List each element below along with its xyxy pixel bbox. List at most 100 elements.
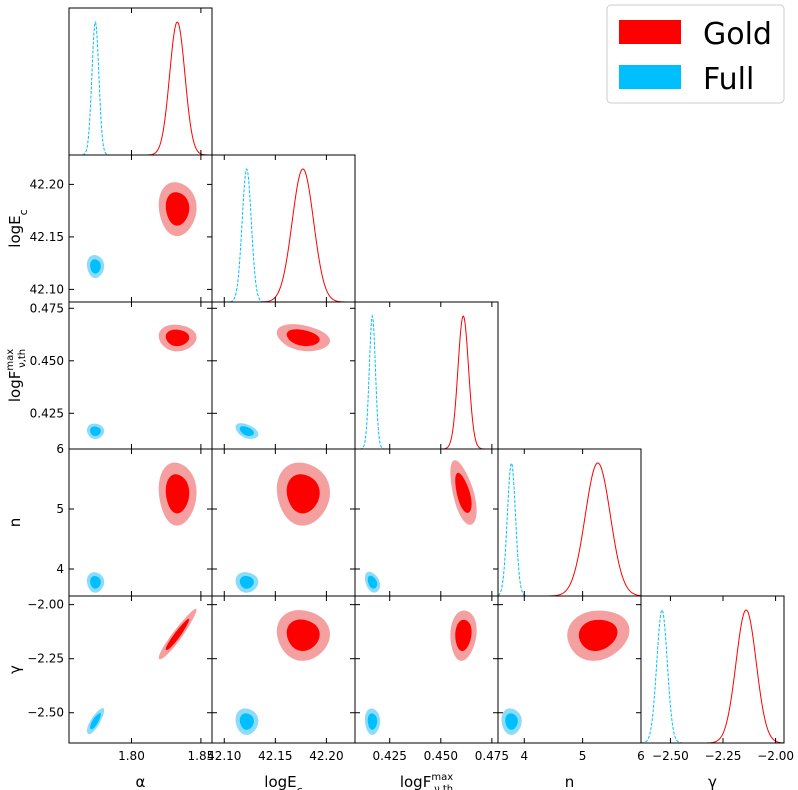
- density-gold-logEc: [212, 168, 355, 303]
- xtick-label-gamma: −2.00: [757, 749, 794, 763]
- contours-panel-n-vs-alpha: [86, 462, 197, 593]
- contours-panel-n-vs-logF: [364, 460, 477, 593]
- panel-gamma-vs-gamma: −2.50 −2.25 −2.00: [640, 595, 794, 763]
- contour-full-inner: [90, 575, 101, 589]
- contours-panel-gamma-vs-n: [501, 610, 630, 735]
- contour-gold-inner: [165, 192, 190, 226]
- y-axis-label-sub: ν,th: [17, 349, 28, 368]
- panel-n-vs-alpha: 4 5 6: [56, 442, 213, 597]
- y-axis-label-main: logE: [6, 215, 24, 247]
- ytick-label-n: 5: [56, 502, 64, 516]
- contour-full-inner: [505, 713, 518, 730]
- contours-panel-n-vs-logEc: [235, 462, 330, 593]
- xtick-label-alpha: 1.80: [118, 749, 145, 763]
- xtick-label-logEc: 42.10: [207, 749, 241, 763]
- ytick-label-logF: 0.475: [30, 301, 64, 315]
- panel-logF-vs-alpha: 0.425 0.450 0.475: [30, 301, 213, 450]
- contour-gold-inner: [165, 618, 190, 651]
- frame-panel-gamma-vs-gamma: [640, 595, 785, 744]
- contour-gold-inner: [455, 619, 472, 652]
- ytick-label-logEc: 42.10: [30, 282, 64, 296]
- ytick-label-logF: 0.425: [30, 406, 64, 420]
- contours-panel-gamma-vs-alpha: [86, 608, 197, 735]
- legend-label-full: Full: [703, 62, 754, 97]
- contours-panel-gamma-vs-logEc: [235, 610, 330, 735]
- frame-panel-alpha-vs-alpha: [68, 7, 213, 156]
- panel-n-vs-logF: [354, 448, 499, 597]
- frame-panel-logF-vs-logEc: [211, 301, 356, 450]
- density-gold-alpha: [69, 21, 213, 156]
- panel-logEc-vs-alpha: 42.10 42.15 42.20: [30, 154, 213, 303]
- xtick-label-n: 6: [637, 749, 645, 763]
- y-axis-label-sub: c: [17, 209, 30, 215]
- frame-panel-logEc-vs-alpha: [68, 154, 213, 303]
- panel-gamma-vs-logEc: 42.10 42.15 42.20: [207, 595, 356, 763]
- ytick-label-gamma: −2.00: [27, 598, 64, 612]
- x-axis-label-logEc: logEc: [264, 773, 302, 790]
- ytick-label-logF: 0.450: [30, 354, 64, 368]
- density-gold-n: [498, 462, 642, 597]
- xtick-label-logF: 0.450: [424, 749, 458, 763]
- contour-full-inner: [239, 713, 254, 730]
- xtick-label-gamma: −2.50: [652, 749, 689, 763]
- y-axis-labels: logEc logFmaxν,th n γ: [5, 209, 30, 674]
- contour-gold-inner: [286, 474, 320, 514]
- density-gold-gamma: [641, 609, 785, 744]
- density-full-logEc: [212, 168, 355, 303]
- contour-full-inner: [90, 713, 101, 730]
- ytick-label-logEc: 42.20: [30, 177, 64, 191]
- density-full-alpha: [69, 20, 212, 156]
- x-axis-labels: α logEc logFmax ν,th n γ: [136, 772, 718, 790]
- contour-gold-inner: [578, 619, 618, 652]
- panel-gamma-vs-alpha: 1.80 1.85 −2.50 −2.25 −2.00: [27, 595, 214, 763]
- x-axis-label-gamma: γ: [708, 773, 717, 790]
- x-axis-label-sup: max: [431, 772, 453, 783]
- ytick-label-n: 4: [56, 562, 64, 576]
- panel-gamma-vs-n: 4 5 6: [497, 595, 645, 763]
- y-axis-label-logEc: logEc: [6, 209, 30, 247]
- y-axis-label-logF: logFmaxν,th: [5, 349, 28, 402]
- legend: Gold Full: [606, 4, 785, 104]
- y-axis-label-main: logF: [6, 371, 24, 403]
- panel-logEc-vs-logEc: [211, 154, 356, 303]
- contour-gold-inner: [165, 474, 190, 514]
- panels: 42.10 42.15 42.20 0.425 0.450 0.475 4 5 6 1.80 1.8…: [5, 7, 794, 790]
- density-full-logF: [355, 314, 498, 450]
- contours-panel-logEc-vs-alpha: [86, 182, 197, 279]
- x-axis-label-alpha: α: [136, 773, 146, 790]
- x-axis-label-sub: c: [297, 784, 303, 790]
- xtick-label-logF: 0.425: [373, 749, 407, 763]
- frame-panel-logF-vs-logF: [354, 301, 499, 450]
- contours-panel-logF-vs-alpha: [86, 324, 197, 440]
- xtick-label-n: 4: [520, 749, 528, 763]
- ytick-label-n: 6: [56, 442, 64, 456]
- y-axis-label-gamma: γ: [6, 665, 24, 674]
- contours-panel-logF-vs-logEc: [235, 324, 330, 439]
- panel-n-vs-n: [497, 448, 642, 597]
- contour-gold-inner: [165, 329, 190, 347]
- x-axis-label-n: n: [565, 773, 575, 790]
- contour-gold-inner: [286, 619, 320, 651]
- frame-panel-logEc-vs-logEc: [211, 154, 356, 303]
- y-axis-label-n: n: [6, 518, 24, 528]
- x-axis-label-main: logF: [400, 773, 432, 790]
- xtick-label-n: 5: [579, 749, 587, 763]
- xtick-label-logF: 0.475: [475, 749, 509, 763]
- contour-full-inner: [239, 426, 254, 436]
- contour-gold-inner: [455, 472, 472, 513]
- contour-full-inner: [90, 259, 101, 274]
- ytick-label-gamma: −2.50: [27, 706, 64, 720]
- contour-full-inner: [239, 575, 254, 589]
- legend-swatch-full: [619, 65, 681, 89]
- ytick-label-logEc: 42.15: [30, 230, 64, 244]
- panel-alpha-vs-alpha: [68, 7, 213, 156]
- panel-logF-vs-logEc: [211, 301, 356, 450]
- xtick-label-logEc: 42.15: [258, 749, 292, 763]
- legend-swatch-gold: [619, 20, 681, 44]
- contour-full-inner: [367, 713, 378, 730]
- xtick-label-logEc: 42.20: [309, 749, 343, 763]
- xtick-label-gamma: −2.25: [705, 749, 742, 763]
- contour-full-inner: [90, 426, 101, 437]
- y-axis-label-sup: max: [5, 349, 16, 371]
